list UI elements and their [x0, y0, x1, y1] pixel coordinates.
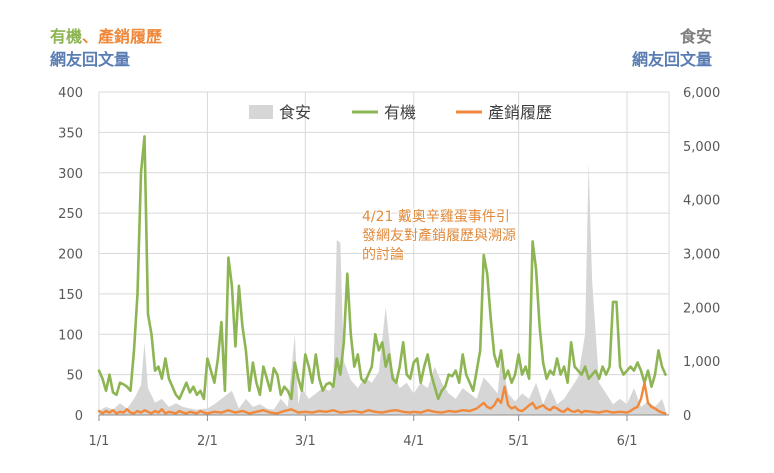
left-title-traceability: 產銷履歷 — [98, 27, 163, 46]
y-left-tick-label: 0 — [75, 409, 83, 424]
y-left-tick-label: 300 — [58, 167, 83, 182]
y-left-tick-label: 350 — [58, 126, 83, 141]
annotation-line: 的討論 — [362, 247, 404, 263]
y-right-tick-label: 2,000 — [683, 301, 720, 316]
left-title-separator: 、 — [82, 27, 99, 46]
legend-label-organic: 有機 — [384, 103, 416, 122]
legend: 食安 有機 產銷履歷 — [249, 103, 552, 122]
x-tick-label: 2/1 — [197, 434, 218, 449]
food-safety-area-layer — [99, 162, 666, 415]
y-left-tick-label: 250 — [58, 207, 83, 222]
organic-line — [97, 135, 667, 401]
y-right-tick-label: 1,000 — [683, 355, 720, 370]
axes: 0 50 100 150 200 250 300 350 400 0 1,000 2,000 3,000… — [58, 86, 720, 449]
x-tick-label: 3/1 — [295, 434, 316, 449]
right-title-line2: 網友回文量 — [631, 50, 712, 69]
traceability-line — [97, 381, 667, 415]
y-right-tick-label: 0 — [683, 409, 691, 424]
annotation-line: 發網友對產銷履歷與溯源 — [362, 227, 516, 244]
left-title-line1: 有機、產銷履歷 — [50, 26, 162, 48]
left-title-organic: 有機 — [50, 27, 83, 46]
line-series-layer — [97, 135, 667, 415]
x-tick-label: 1/1 — [89, 434, 110, 449]
y-right-tick-label: 5,000 — [683, 140, 720, 155]
x-tick-label: 5/1 — [508, 434, 529, 449]
right-title-line1: 食安 — [679, 27, 712, 46]
food-safety-area — [99, 162, 666, 415]
y-left-tick-label: 400 — [58, 86, 83, 101]
y-left-tick-label: 150 — [58, 288, 83, 303]
y-left-tick-label: 100 — [58, 328, 83, 343]
legend-label-food-safety: 食安 — [279, 103, 311, 122]
y-left-tick-label: 50 — [66, 369, 83, 384]
y-left-tick-label: 200 — [58, 248, 83, 263]
y-right-tick-label: 3,000 — [683, 248, 720, 263]
legend-swatch-food-safety — [249, 105, 273, 119]
x-tick-label: 4/1 — [403, 434, 424, 449]
annotation-line: 4/21 戴奧辛雞蛋事件引 — [362, 209, 510, 225]
legend-label-traceability: 產銷履歷 — [488, 103, 552, 122]
left-title-line2: 網友回文量 — [50, 50, 131, 69]
y-right-tick-label: 4,000 — [683, 194, 720, 209]
x-tick-label: 6/1 — [617, 434, 638, 449]
y-right-tick-label: 6,000 — [683, 86, 720, 101]
